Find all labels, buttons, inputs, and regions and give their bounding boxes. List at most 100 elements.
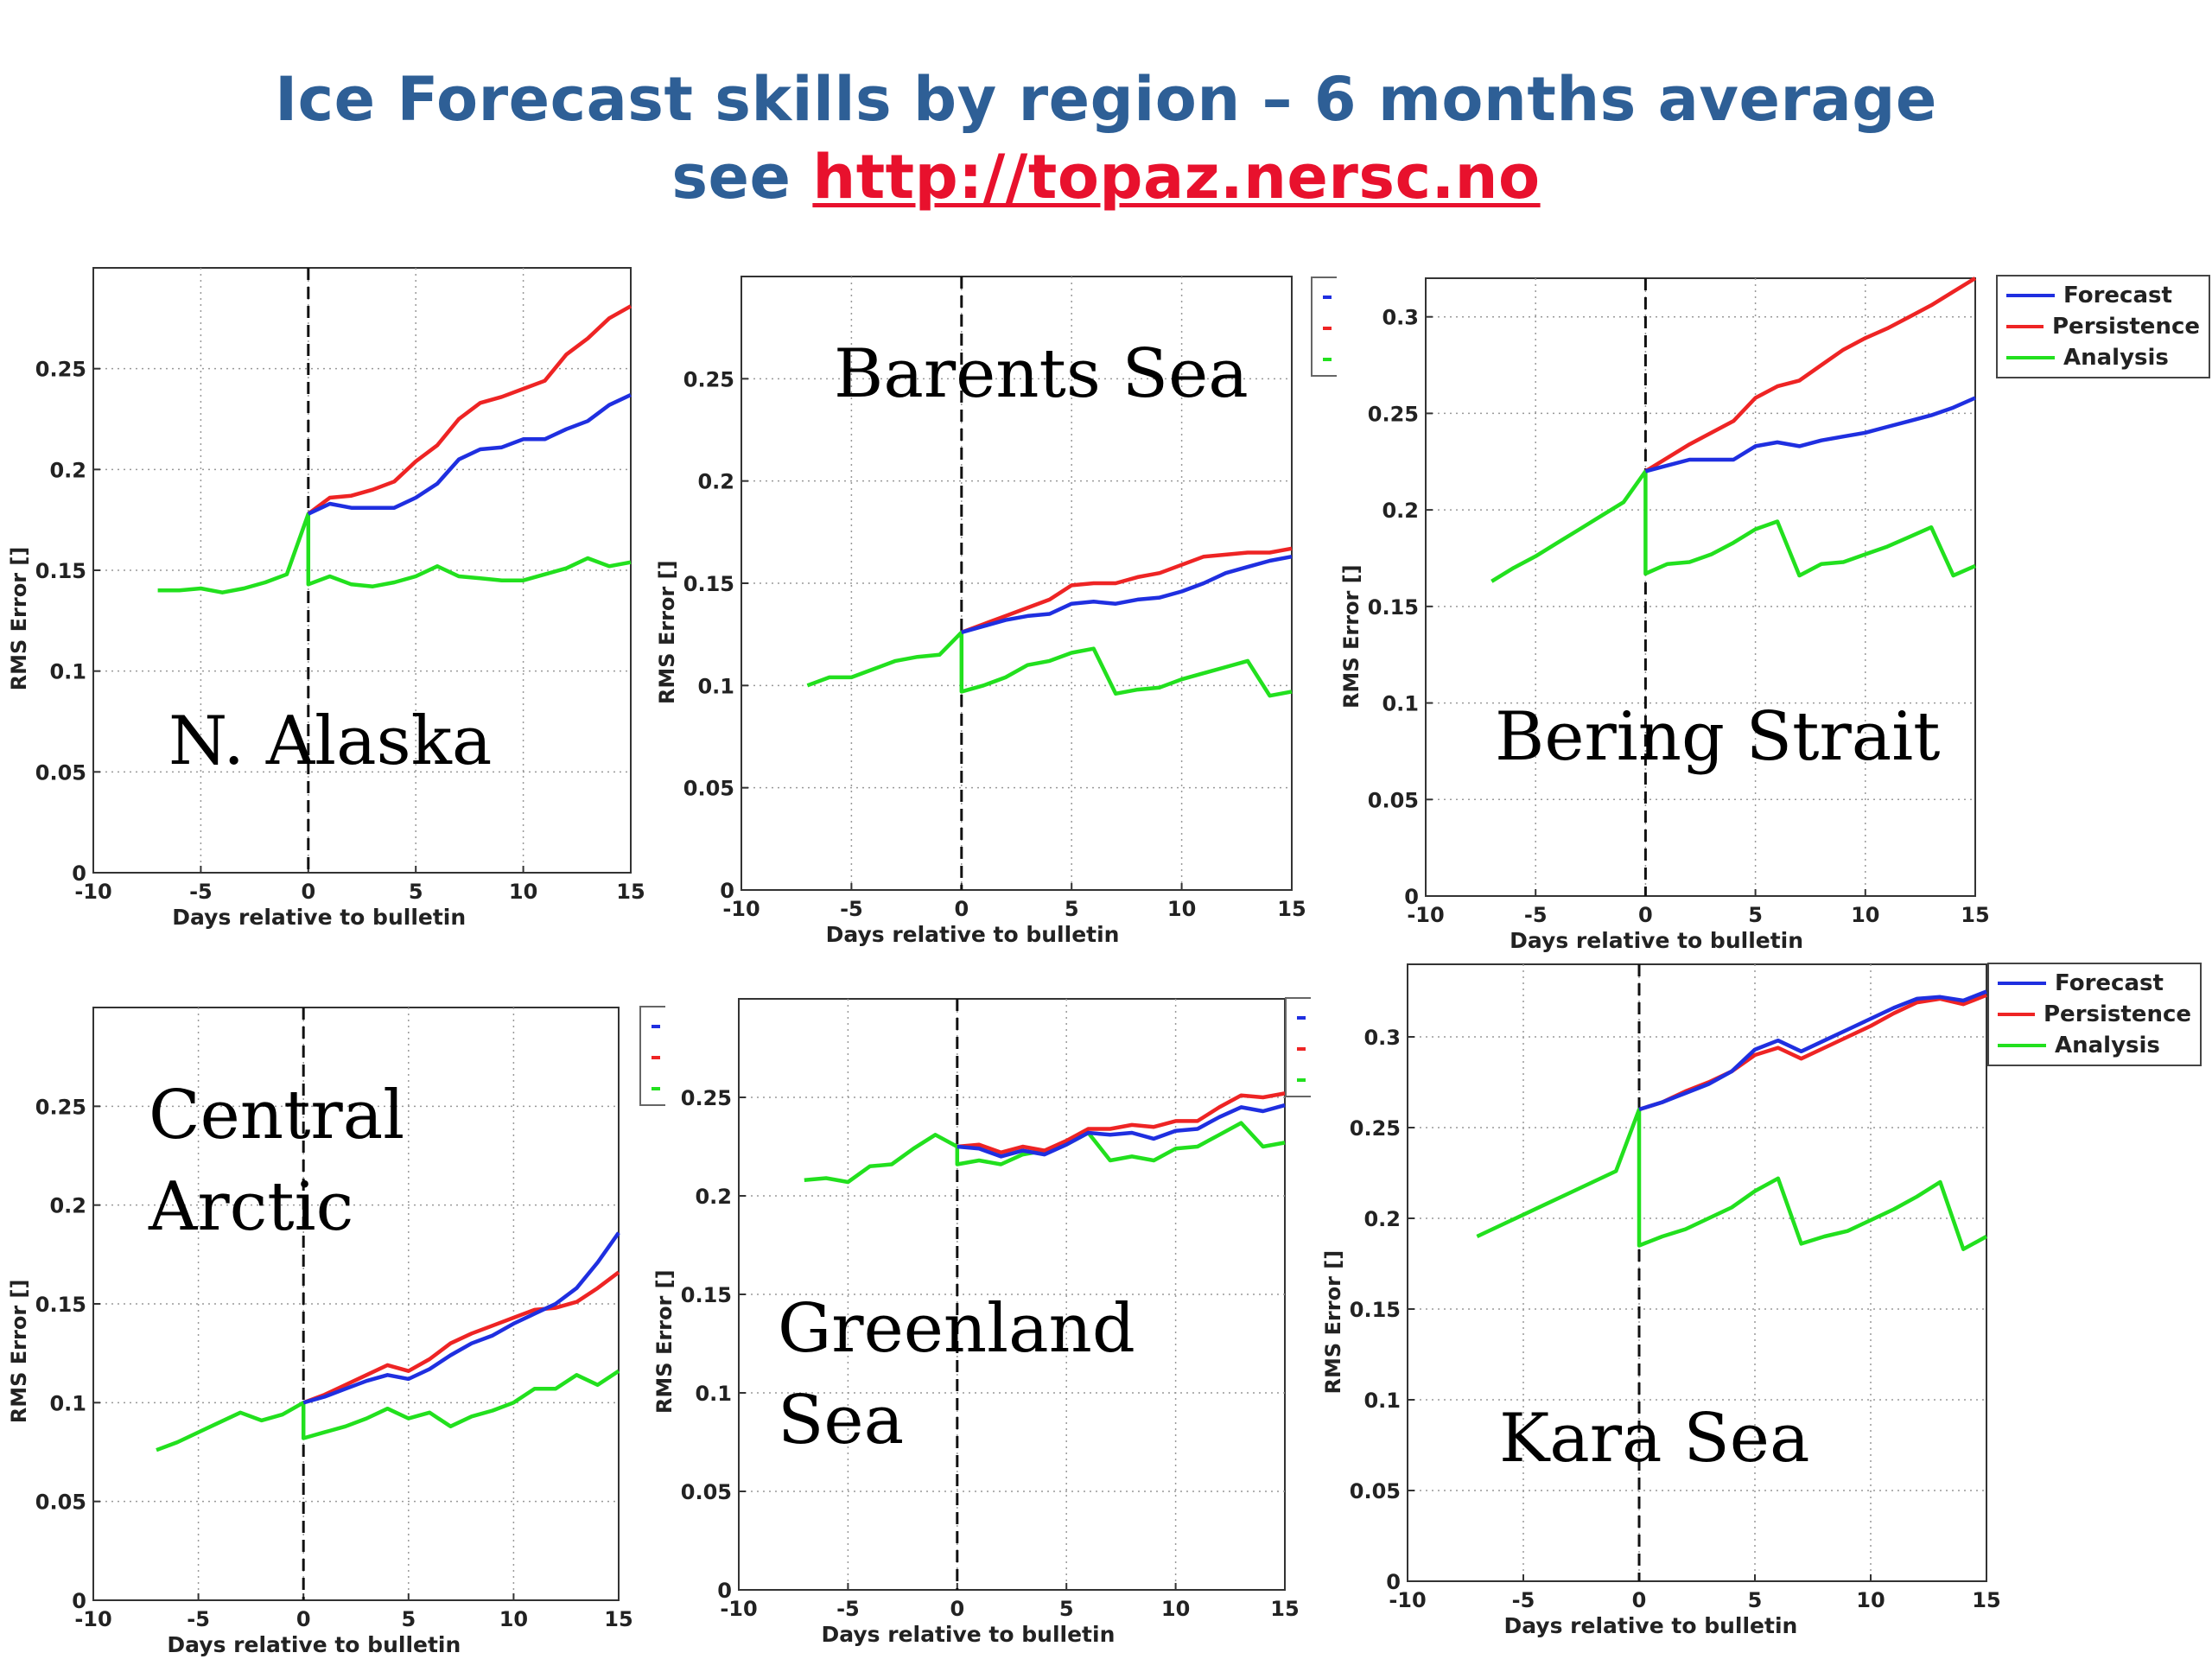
chart-svg: -10 -5 0 5 10 15 0 0.05 0.1 0.15 0.2 0.25 0.3 Days re… (1339, 276, 1990, 953)
legend-label: Analysis (2063, 345, 2169, 371)
legend-swatch (1297, 1078, 1306, 1082)
chart-svg: -10 -5 0 5 10 15 0 0.05 0.1 0.15 0.2 0.25 0.3 Days re… (1321, 963, 2001, 1638)
y-tick-label: 0.05 (35, 760, 86, 785)
legend-clipped (639, 1006, 665, 1106)
y-tick-label: 0.3 (1382, 306, 1419, 330)
legend-entry: Persistence (1998, 999, 2191, 1030)
x-tick-label: 5 (409, 880, 423, 904)
legend-swatch (1323, 327, 1332, 330)
series-line-forecast (961, 554, 1293, 634)
x-tick-label: -10 (720, 1597, 757, 1621)
legend-swatch (2006, 325, 2044, 328)
series-line-forecast (302, 1231, 620, 1405)
x-tick-label: 15 (1270, 1597, 1299, 1621)
x-tick-label: -5 (836, 1597, 860, 1621)
legend-swatch (1998, 982, 2046, 985)
y-axis-label: RMS Error [] (652, 1269, 677, 1414)
y-tick-label: 0.2 (49, 1194, 86, 1218)
legend: Forecast Persistence Analysis (1996, 275, 2210, 378)
chart-svg: -10 -5 0 5 10 15 0 0.05 0.1 0.15 0.2 0.25 Days relat… (7, 267, 645, 930)
y-tick-label: 0.2 (1382, 499, 1419, 523)
x-axis-label: Days relative to bulletin (167, 1632, 461, 1657)
series-line-analysis (156, 1369, 620, 1452)
chart-svg: -10 -5 0 5 10 15 0 0.05 0.1 0.15 0.2 0.25 Days relat… (7, 1007, 633, 1657)
x-tick-label: 15 (616, 880, 645, 904)
y-tick-label: 0.05 (1368, 788, 1419, 812)
x-tick-label: 5 (401, 1607, 416, 1631)
title-line-2: see http://topaz.nersc.no (0, 138, 2212, 216)
x-axis-label: Days relative to bulletin (172, 905, 466, 930)
region-label: Bering Strait (1495, 698, 1941, 776)
x-tick-label: 10 (1167, 897, 1196, 921)
y-tick-label: 0.1 (695, 1382, 732, 1406)
y-tick-label: 0.05 (681, 1480, 732, 1504)
topaz-link[interactable]: http://topaz.nersc.no (812, 142, 1541, 213)
y-tick-label: 0.05 (683, 777, 734, 801)
region-label: Central Arctic (149, 1077, 405, 1246)
x-axis-label: Days relative to bulletin (1510, 928, 1803, 953)
chart-svg: -10 -5 0 5 10 15 0 0.05 0.1 0.15 0.2 0.25 Days relat… (652, 998, 1300, 1647)
x-tick-label: -10 (722, 897, 760, 921)
y-tick-label: 0.1 (1363, 1389, 1401, 1413)
x-tick-label: 5 (1065, 897, 1079, 921)
x-tick-label: -10 (74, 880, 111, 904)
series-line-persistence (1644, 276, 1977, 474)
legend-entry: Forecast (2006, 280, 2200, 311)
x-tick-label: 15 (1972, 1588, 2000, 1612)
y-tick-label: 0 (1404, 885, 1419, 909)
x-tick-label: -5 (1524, 903, 1548, 927)
x-tick-label: -10 (1407, 903, 1444, 927)
chart-panel-central-arctic: -10 -5 0 5 10 15 0 0.05 0.1 0.15 0.2 0.25 Days relat… (0, 994, 665, 1659)
y-tick-label: 0.25 (1368, 402, 1419, 426)
x-tick-label: -5 (840, 897, 863, 921)
x-tick-label: 10 (499, 1607, 528, 1631)
x-tick-label: 10 (1851, 903, 1879, 927)
legend-label: Forecast (2055, 970, 2164, 996)
y-tick-label: 0.05 (35, 1491, 86, 1515)
y-tick-label: 0.2 (695, 1185, 732, 1209)
y-tick-label: 0.25 (35, 1095, 86, 1119)
series-line-persistence (307, 304, 632, 516)
y-tick-label: 0 (72, 861, 86, 886)
y-tick-label: 0.15 (1368, 595, 1419, 620)
x-axis-label: Days relative to bulletin (1503, 1613, 1797, 1638)
x-tick-label: 10 (1161, 1597, 1190, 1621)
series-line-analysis (806, 630, 1293, 698)
plot-frame (1407, 963, 1987, 1582)
x-tick-label: 0 (296, 1607, 311, 1631)
y-tick-label: 0.1 (1382, 692, 1419, 716)
title-line-1: Ice Forecast skills by region – 6 months… (275, 64, 1937, 135)
y-tick-label: 0.2 (697, 470, 734, 494)
series-line-analysis (1476, 1107, 1988, 1251)
y-tick-label: 0.25 (1350, 1116, 1401, 1141)
y-tick-label: 0.2 (49, 458, 86, 482)
x-tick-label: -5 (1512, 1588, 1535, 1612)
slide-title: Ice Forecast skills by region – 6 months… (0, 60, 2212, 216)
y-tick-label: 0 (720, 879, 734, 903)
y-tick-label: 0 (717, 1579, 732, 1603)
y-tick-label: 0.15 (681, 1283, 732, 1307)
y-tick-label: 0.2 (1363, 1207, 1401, 1231)
x-tick-label: 5 (1748, 903, 1763, 927)
y-tick-label: 0.25 (681, 1086, 732, 1110)
y-tick-label: 0.15 (35, 1293, 86, 1317)
x-tick-label: -5 (189, 880, 213, 904)
series-line-analysis (157, 512, 632, 594)
y-axis-label: RMS Error [] (7, 547, 31, 691)
y-tick-label: 0.25 (35, 358, 86, 382)
legend-entry: Forecast (1998, 968, 2191, 999)
region-label: Kara Sea (1499, 1400, 1810, 1478)
legend-swatch (1998, 1044, 2046, 1047)
chart-panel-kara-sea: -10 -5 0 5 10 15 0 0.05 0.1 0.15 0.2 0.25 0.3 Days re… (1318, 950, 2212, 1659)
y-tick-label: 0.3 (1363, 1026, 1401, 1050)
y-tick-label: 0.25 (683, 367, 734, 391)
legend-entry: Analysis (2006, 342, 2200, 373)
x-axis-label: Days relative to bulletin (822, 1622, 1116, 1647)
legend-swatch (2006, 294, 2055, 297)
chart-panel-barents-sea: -10 -5 0 5 10 15 0 0.05 0.1 0.15 0.2 0.25 Days relat… (652, 268, 1337, 976)
chart-svg: -10 -5 0 5 10 15 0 0.05 0.1 0.15 0.2 0.25 Days relat… (655, 276, 1306, 947)
legend-label: Analysis (2055, 1033, 2160, 1058)
x-axis-label: Days relative to bulletin (826, 922, 1120, 947)
x-tick-label: 10 (1856, 1588, 1885, 1612)
y-tick-label: 0.1 (49, 1391, 86, 1415)
